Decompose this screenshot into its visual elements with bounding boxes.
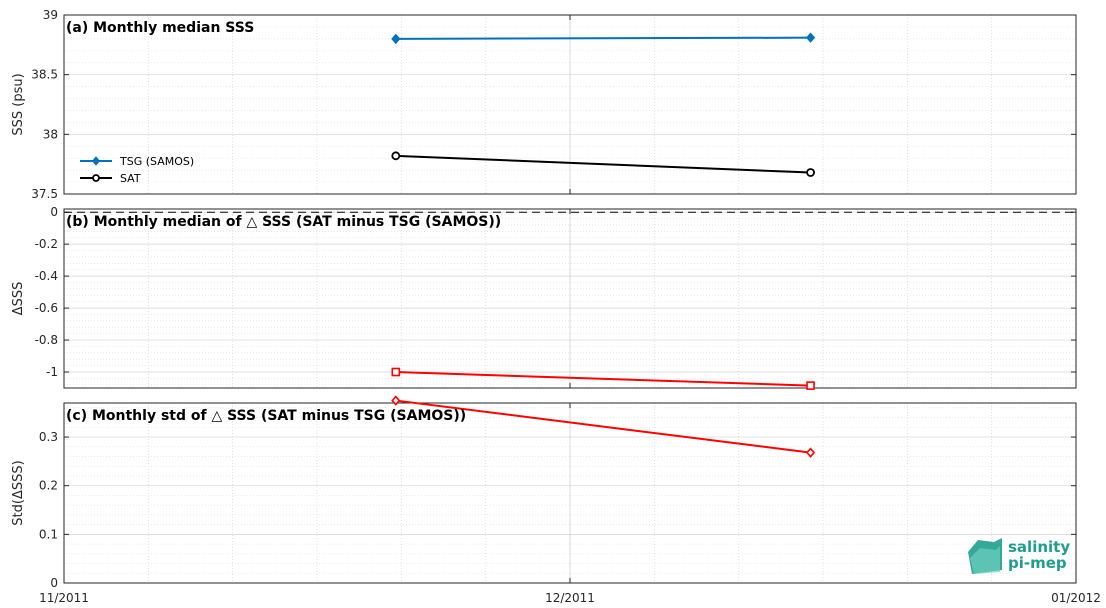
- y-tick-label: 0: [50, 576, 58, 590]
- panel-title: (b) Monthly median of △ SSS (SAT minus T…: [66, 214, 501, 230]
- salinity-pi-mep-logo: salinity pi-mep: [968, 538, 1070, 574]
- chart-panels: 37.5 38 38.5 39 SSS (psu) (a) Monthly median …: [11, 8, 1101, 605]
- legend-label: SAT: [120, 172, 141, 185]
- data-point-square: [391, 367, 401, 377]
- data-point-diamond: [391, 33, 401, 45]
- logo-line2: pi-mep: [1008, 554, 1067, 572]
- y-tick-label: -0.2: [35, 237, 58, 251]
- chart-panel: 0 0.1 0.2 0.3 Std(ΔSSS) (c) Monthly std of △ …: [11, 395, 1077, 590]
- data-point-diamond: [391, 395, 401, 406]
- axes-box: [63, 14, 1077, 195]
- y-tick-label: -0.6: [35, 301, 58, 315]
- y-tick-label: -1: [46, 365, 58, 379]
- data-point-circle: [391, 151, 401, 161]
- y-axis-label: ΔSSS: [11, 282, 26, 316]
- y-tick-label: -0.4: [35, 269, 58, 283]
- logo-mark-icon: [970, 546, 1000, 574]
- series-line: [395, 154, 811, 174]
- data-point-square: [806, 381, 815, 390]
- axes-box: [63, 402, 1077, 584]
- logo-line1: salinity: [1008, 538, 1070, 556]
- data-point-circle: [92, 174, 100, 182]
- y-axis-label: SSS (psu): [11, 73, 26, 135]
- legend: TSG (SAMOS) SAT: [80, 155, 194, 185]
- y-tick-label: 38.5: [31, 68, 58, 82]
- x-tick-label: 11/2011: [39, 591, 89, 605]
- panel-title: (c) Monthly std of △ SSS (SAT minus TSG …: [66, 408, 466, 424]
- y-tick-label: 39: [43, 8, 58, 22]
- data-point-circle: [806, 168, 815, 177]
- y-tick-label: -0.8: [35, 333, 58, 347]
- y-tick-label: 0: [50, 205, 58, 219]
- x-axis-labels: 11/2011 12/2011 01/2012: [39, 591, 1101, 605]
- panel-title: (a) Monthly median SSS: [66, 20, 254, 36]
- series-line: [395, 36, 811, 40]
- series-line: [395, 399, 811, 454]
- data-point-diamond: [91, 156, 101, 166]
- chart-panel: 37.5 38 38.5 39 SSS (psu) (a) Monthly median …: [11, 8, 1077, 201]
- chart-panel: -1 -0.8 -0.6 -0.4 -0.2 0 ΔSSS (b) Monthly media…: [11, 205, 1077, 390]
- y-tick-label: 0.1: [39, 527, 58, 541]
- y-axis-label: Std(ΔSSS): [11, 460, 26, 525]
- axes-box: [63, 208, 1077, 389]
- data-point-diamond: [805, 447, 816, 458]
- series-line: [395, 371, 811, 387]
- y-tick-label: 0.3: [39, 430, 58, 444]
- x-tick-label: 12/2011: [545, 591, 595, 605]
- legend-label: TSG (SAMOS): [119, 155, 194, 168]
- y-tick-label: 0.2: [39, 479, 58, 493]
- y-tick-label: 37.5: [31, 187, 58, 201]
- y-tick-label: 38: [43, 127, 58, 141]
- x-tick-label: 01/2012: [1051, 591, 1101, 605]
- data-point-diamond: [805, 32, 816, 43]
